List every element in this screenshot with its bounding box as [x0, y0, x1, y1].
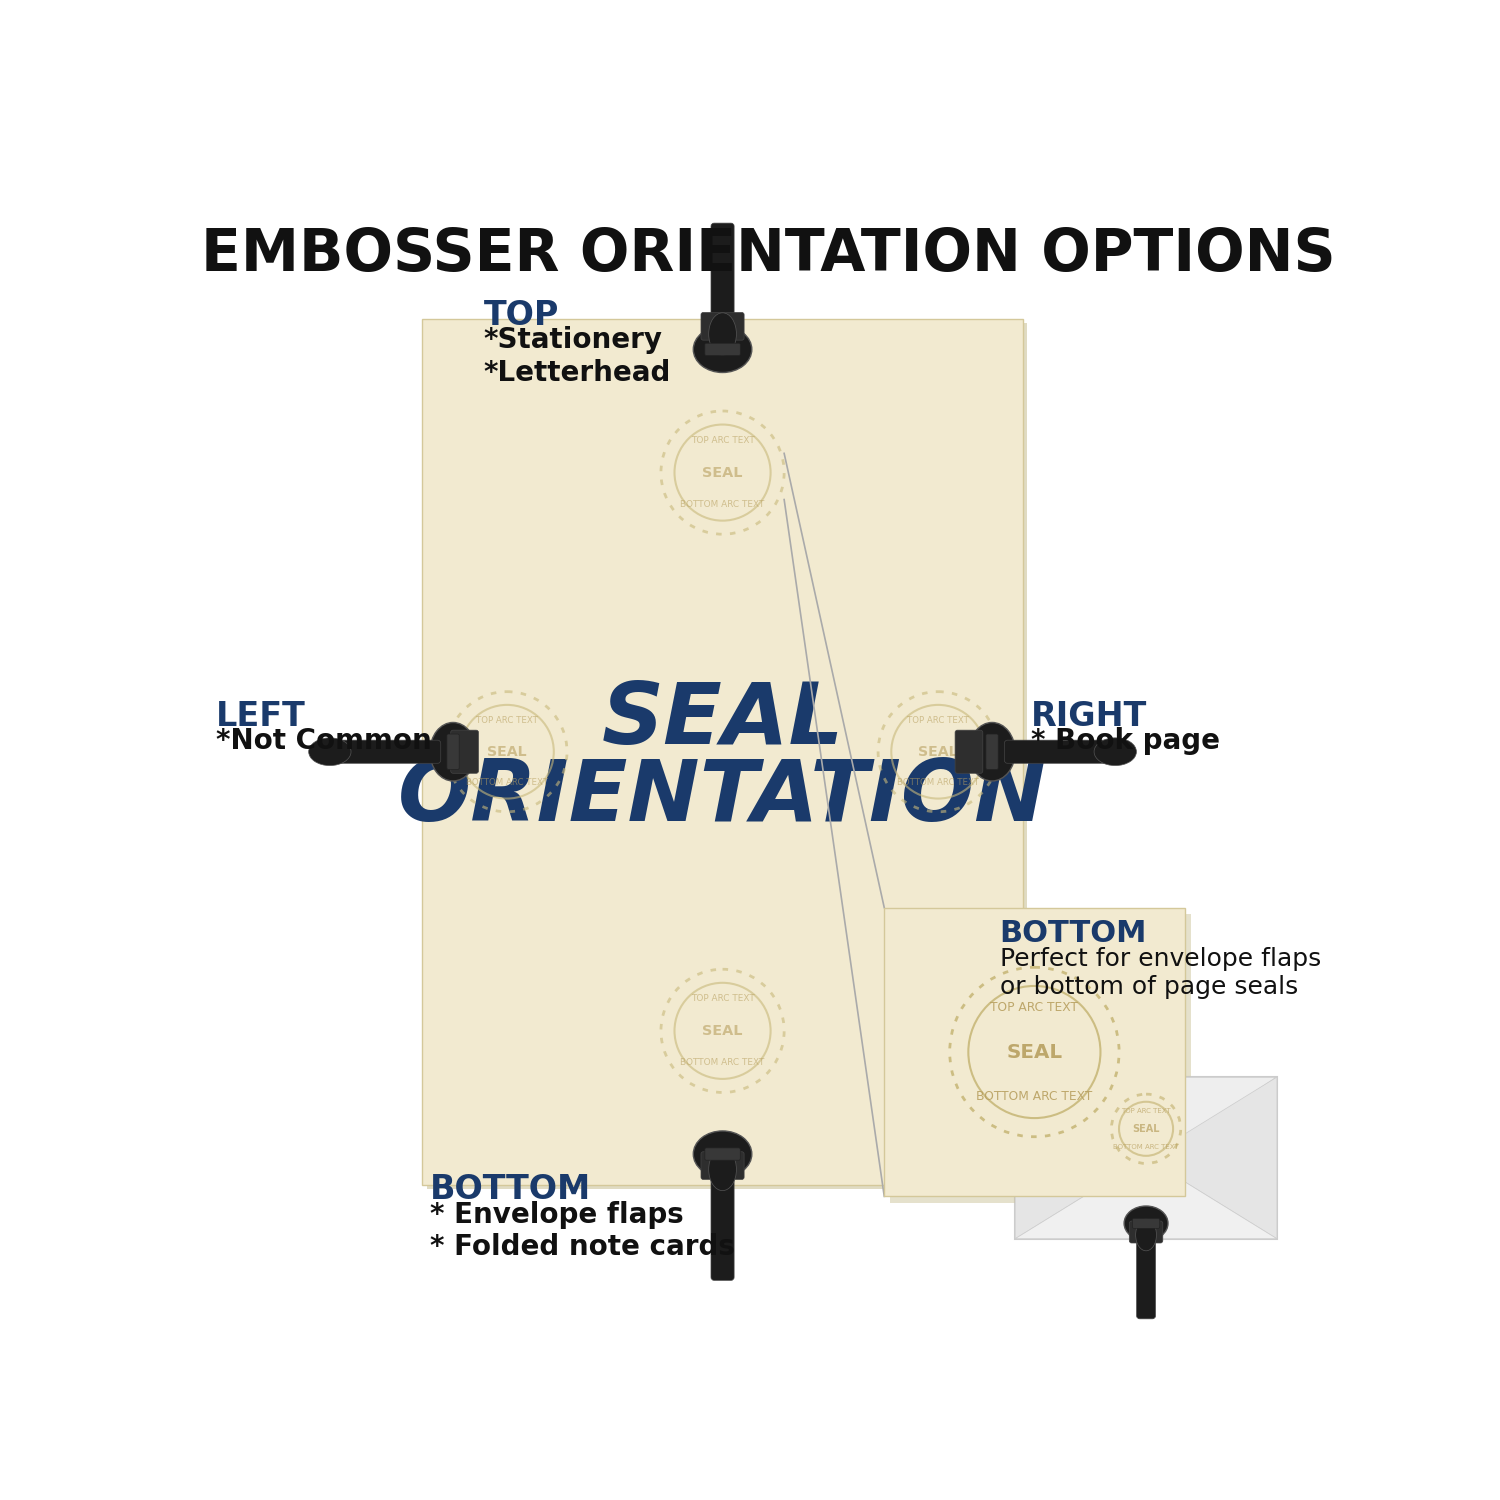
- Ellipse shape: [693, 327, 752, 372]
- Text: SEAL: SEAL: [488, 744, 526, 759]
- FancyBboxPatch shape: [956, 730, 982, 774]
- FancyBboxPatch shape: [711, 224, 734, 338]
- Text: *Not Common: *Not Common: [216, 726, 432, 754]
- Text: BOTTOM ARC TEXT: BOTTOM ARC TEXT: [1113, 1144, 1179, 1150]
- Text: SEAL: SEAL: [602, 680, 843, 762]
- Text: ORIENTATION: ORIENTATION: [398, 756, 1047, 840]
- FancyBboxPatch shape: [1137, 1232, 1155, 1318]
- Text: EMBOSSER ORIENTATION OPTIONS: EMBOSSER ORIENTATION OPTIONS: [201, 226, 1336, 284]
- FancyBboxPatch shape: [705, 1148, 741, 1160]
- Text: SEAL: SEAL: [1132, 1124, 1160, 1134]
- Ellipse shape: [708, 314, 736, 356]
- Text: RIGHT: RIGHT: [1030, 699, 1148, 734]
- Ellipse shape: [1136, 1220, 1156, 1251]
- Text: SEAL: SEAL: [1007, 1042, 1062, 1062]
- Text: TOP ARC TEXT: TOP ARC TEXT: [690, 994, 754, 1004]
- Text: SEAL: SEAL: [702, 1024, 742, 1038]
- Text: TOP ARC TEXT: TOP ARC TEXT: [476, 716, 538, 724]
- Text: TOP ARC TEXT: TOP ARC TEXT: [1120, 1108, 1172, 1114]
- Text: LEFT: LEFT: [216, 699, 306, 734]
- Text: Perfect for envelope flaps
or bottom of page seals: Perfect for envelope flaps or bottom of …: [999, 946, 1322, 999]
- Ellipse shape: [309, 738, 351, 765]
- FancyBboxPatch shape: [447, 734, 459, 770]
- Ellipse shape: [430, 723, 476, 782]
- Text: TOP ARC TEXT: TOP ARC TEXT: [990, 1002, 1078, 1014]
- Polygon shape: [1016, 1158, 1276, 1239]
- Text: BOTTOM ARC TEXT: BOTTOM ARC TEXT: [681, 1059, 765, 1068]
- FancyBboxPatch shape: [705, 344, 741, 355]
- Text: SEAL: SEAL: [918, 744, 958, 759]
- Polygon shape: [1016, 1077, 1276, 1166]
- FancyBboxPatch shape: [1132, 1218, 1160, 1228]
- FancyBboxPatch shape: [891, 914, 1191, 1203]
- FancyBboxPatch shape: [885, 908, 1185, 1197]
- FancyBboxPatch shape: [711, 1167, 734, 1281]
- Text: BOTTOM ARC TEXT: BOTTOM ARC TEXT: [466, 778, 548, 788]
- Text: BOTTOM: BOTTOM: [999, 920, 1148, 948]
- FancyBboxPatch shape: [423, 318, 1023, 1185]
- Ellipse shape: [693, 1131, 752, 1178]
- FancyBboxPatch shape: [1005, 740, 1119, 764]
- FancyBboxPatch shape: [327, 740, 441, 764]
- Text: TOP: TOP: [484, 300, 560, 333]
- Polygon shape: [1146, 1077, 1276, 1239]
- Ellipse shape: [1124, 1206, 1168, 1240]
- Text: BOTTOM ARC TEXT: BOTTOM ARC TEXT: [976, 1089, 1092, 1102]
- FancyBboxPatch shape: [700, 312, 744, 340]
- Ellipse shape: [1094, 738, 1137, 765]
- Polygon shape: [1016, 1077, 1146, 1239]
- FancyBboxPatch shape: [1130, 1221, 1162, 1244]
- FancyBboxPatch shape: [450, 730, 478, 774]
- FancyBboxPatch shape: [1016, 1077, 1276, 1239]
- Text: *Stationery
*Letterhead: *Stationery *Letterhead: [484, 327, 670, 387]
- Ellipse shape: [969, 723, 1016, 782]
- Text: BOTTOM ARC TEXT: BOTTOM ARC TEXT: [681, 500, 765, 508]
- Text: BOTTOM ARC TEXT: BOTTOM ARC TEXT: [897, 778, 980, 788]
- FancyBboxPatch shape: [427, 322, 1028, 1190]
- Text: TOP ARC TEXT: TOP ARC TEXT: [690, 436, 754, 445]
- FancyBboxPatch shape: [700, 1152, 744, 1179]
- Ellipse shape: [708, 1149, 736, 1191]
- Text: SEAL: SEAL: [702, 465, 742, 480]
- Text: * Envelope flaps
* Folded note cards: * Envelope flaps * Folded note cards: [430, 1202, 735, 1262]
- Text: BOTTOM: BOTTOM: [430, 1173, 591, 1206]
- Text: TOP ARC TEXT: TOP ARC TEXT: [908, 716, 969, 724]
- FancyBboxPatch shape: [986, 734, 998, 770]
- Text: * Book page: * Book page: [1030, 726, 1219, 754]
